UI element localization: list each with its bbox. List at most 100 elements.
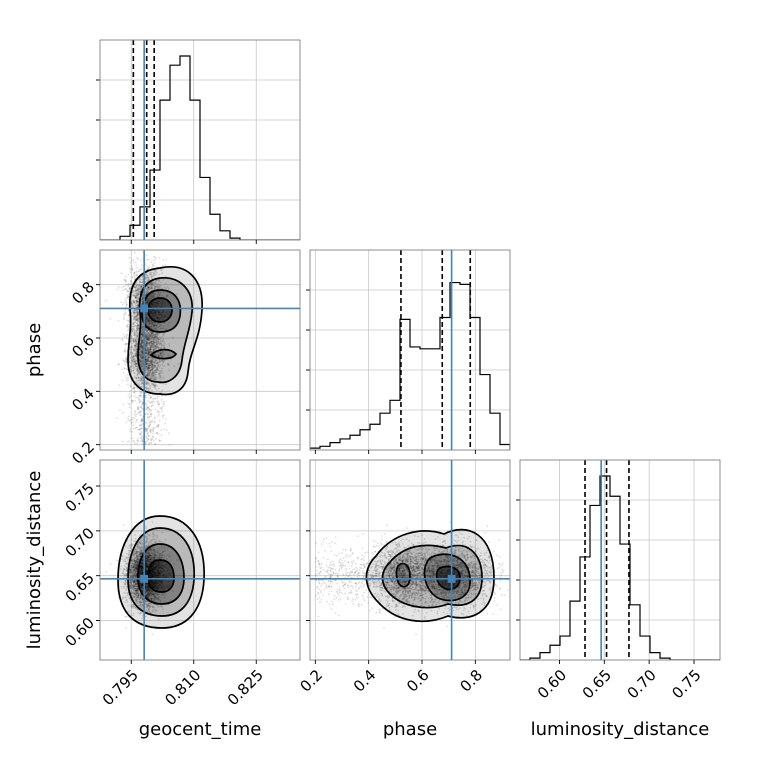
sample-point (158, 355, 161, 357)
sample-point (150, 315, 153, 318)
sample-point (137, 270, 140, 272)
sample-point (163, 365, 166, 367)
sample-point (147, 323, 150, 326)
sample-point (157, 338, 160, 341)
sample-point (129, 287, 132, 290)
sample-point (146, 438, 149, 440)
sample-point (134, 251, 136, 254)
sample-point (139, 353, 141, 356)
sample-point (140, 345, 143, 347)
sample-point (146, 344, 149, 347)
sample-point (125, 380, 128, 382)
sample-point (141, 345, 143, 348)
sample-point (130, 281, 133, 284)
sample-point (163, 346, 166, 349)
sample-point (133, 309, 136, 312)
sample-point (145, 293, 148, 296)
sample-point (132, 327, 135, 330)
contours-geocent_time-phase (127, 266, 203, 396)
sample-point (144, 318, 147, 321)
sample-point (141, 355, 144, 357)
sample-point (135, 300, 138, 302)
sample-point (136, 408, 139, 411)
sample-point (146, 318, 148, 321)
sample-point (128, 440, 130, 443)
sample-point (156, 310, 159, 312)
sample-point (133, 329, 136, 332)
sample-point (162, 338, 165, 341)
sample-point (148, 266, 150, 269)
sample-point (139, 365, 142, 368)
sample-point (130, 302, 133, 305)
sample-point (147, 387, 150, 390)
sample-point (155, 384, 158, 387)
sample-point (156, 285, 159, 288)
sample-point (161, 354, 164, 357)
sample-point (139, 410, 142, 412)
sample-point (152, 274, 155, 277)
sample-point (149, 331, 152, 333)
sample-point (146, 358, 149, 361)
sample-point (141, 439, 144, 441)
sample-point (123, 288, 126, 290)
sample-point (126, 368, 128, 371)
sample-point (151, 359, 154, 362)
sample-point (145, 300, 148, 302)
sample-point (141, 339, 144, 342)
sample-point (149, 362, 152, 365)
sample-point (141, 391, 144, 394)
sample-point (145, 355, 148, 358)
sample-point (145, 352, 148, 355)
sample-point (135, 340, 137, 343)
sample-point (135, 348, 137, 351)
sample-point (137, 379, 140, 382)
sample-point (139, 424, 141, 426)
sample-point (152, 296, 155, 299)
sample-point (148, 359, 150, 362)
sample-point (141, 443, 144, 445)
sample-point (158, 324, 161, 327)
sample-point (162, 414, 165, 416)
sample-point (121, 440, 124, 443)
sample-point (135, 359, 138, 361)
sample-point (149, 423, 152, 426)
sample-point (132, 427, 135, 430)
sample-point (147, 337, 149, 339)
sample-point (151, 259, 154, 262)
sample-point (124, 350, 127, 353)
sample-point (150, 439, 152, 442)
sample-point (157, 290, 160, 293)
sample-point (123, 313, 126, 316)
sample-point (146, 379, 148, 382)
sample-point (156, 284, 159, 287)
sample-point (137, 303, 140, 305)
sample-point (147, 300, 150, 302)
sample-point (145, 330, 148, 333)
sample-point (131, 430, 134, 433)
sample-point (129, 365, 132, 368)
sample-point (149, 428, 152, 431)
sample-point (147, 347, 150, 349)
sample-point (141, 293, 144, 295)
sample-point (135, 271, 138, 274)
sample-point (132, 311, 135, 314)
sample-point (146, 357, 149, 360)
sample-point (154, 364, 156, 367)
sample-point (116, 417, 118, 419)
sample-point (162, 334, 165, 337)
sample-point (122, 359, 124, 362)
sample-point (147, 358, 150, 360)
sample-point (145, 362, 148, 365)
sample-point (127, 284, 130, 286)
sample-point (147, 339, 150, 342)
sample-point (147, 366, 150, 368)
sample-point (147, 366, 150, 369)
sample-point (154, 299, 156, 302)
sample-point (163, 342, 166, 345)
sample-point (134, 411, 137, 414)
sample-point (157, 415, 160, 417)
sample-point (151, 346, 154, 349)
sample-point (149, 350, 151, 353)
sample-point (159, 354, 162, 357)
sample-point (150, 363, 153, 366)
